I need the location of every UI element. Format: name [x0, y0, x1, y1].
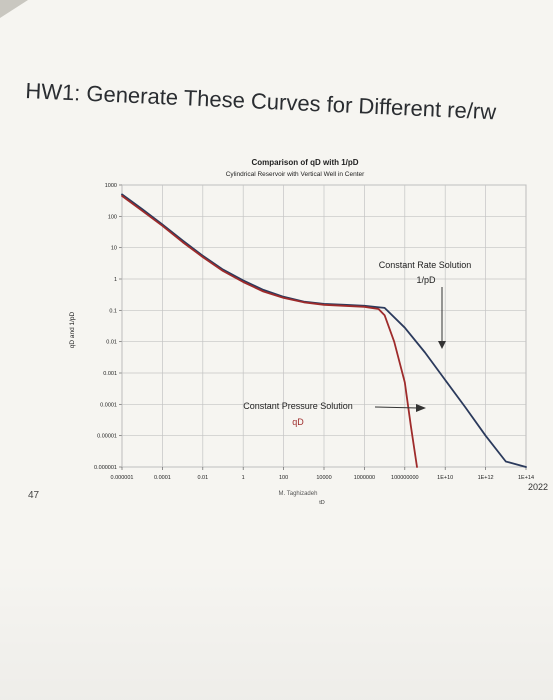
x-tick-label: 1E+10 [437, 475, 453, 481]
x-tick-label: 1E+14 [518, 475, 534, 481]
constant-rate-label: Constant Rate Solution [379, 260, 472, 270]
constant-pressure-label: Constant Pressure Solution [243, 401, 353, 411]
y-tick-label: 0.1 [109, 308, 117, 314]
chart-container: Comparison of qD with 1/pD Cylindrical R… [40, 145, 553, 545]
constant-rate-sub: 1/pD [416, 275, 436, 285]
y-tick-label: 0.0001 [100, 402, 117, 408]
y-tick-label: 1000 [105, 183, 117, 189]
slide-title: HW1: Generate These Curves for Different… [24, 78, 497, 125]
constant-rate-annotation: Constant Rate Solution 1/pD [379, 260, 472, 349]
x-tick-label: 1000000 [354, 475, 375, 481]
chart-title: Comparison of qD with 1/pD [251, 158, 358, 167]
x-tick-label: 100000000 [391, 475, 419, 481]
chart-credit: M. Taghizadeh [279, 491, 318, 497]
y-tick-label: 100 [108, 214, 117, 220]
x-tick-label: 1 [242, 475, 245, 481]
x-tick-label: 0.0001 [154, 475, 171, 481]
chart-subtitle: Cylindrical Reservoir with Vertical Well… [226, 171, 365, 178]
x-tick-label: 1E+12 [478, 475, 494, 481]
y-axis-label: qD and 1/pD [69, 311, 76, 348]
page-number: 47 [28, 490, 40, 501]
x-tick-labels: 0.000001 0.0001 0.01 1 100 10000 1000000 100000… [111, 475, 535, 481]
series-layer [121, 193, 527, 468]
constant-pressure-annotation: Constant Pressure Solution qD [243, 401, 426, 427]
year-label: 2022 [528, 482, 549, 492]
y-tick-label: 0.01 [106, 340, 117, 346]
series-line-1 [121, 195, 418, 468]
page-corner-fold [0, 0, 28, 18]
paper-shadow [0, 560, 553, 700]
y-tick-labels: 1000 100 10 1 0.1 0.01 0.001 0.0001 0.00001 0.000… [94, 183, 117, 471]
x-axis-label: tD [319, 500, 325, 506]
constant-pressure-arrowhead [416, 404, 426, 412]
y-tick-label: 0.00001 [97, 434, 117, 440]
y-tick-label: 0.000001 [94, 465, 117, 471]
chart-svg: Comparison of qD with 1/pD Cylindrical R… [69, 158, 535, 506]
y-tick-label: 10 [111, 246, 117, 252]
constant-pressure-arrow [374, 406, 419, 409]
constant-pressure-sub: qD [292, 417, 304, 427]
x-tick-label: 100 [279, 475, 288, 481]
x-tick-label: 0.01 [197, 475, 208, 481]
grid-layer [119, 184, 527, 470]
x-tick-label: 10000 [316, 475, 331, 481]
y-tick-label: 0.001 [103, 371, 117, 377]
x-tick-label: 0.000001 [111, 475, 134, 481]
constant-rate-arrowhead [438, 341, 446, 349]
y-tick-label: 1 [114, 277, 117, 283]
